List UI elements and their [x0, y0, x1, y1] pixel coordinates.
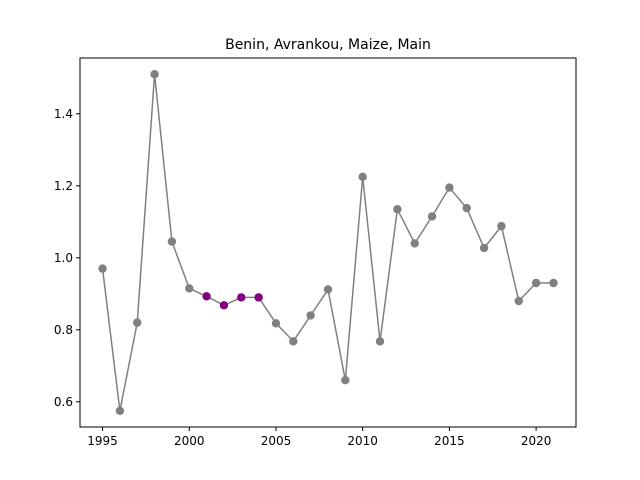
chart-title: Benin, Avrankou, Maize, Main [225, 37, 431, 53]
highlighted-data-point [254, 293, 263, 302]
data-point [514, 296, 523, 306]
data-point [479, 243, 489, 253]
data-point [323, 285, 333, 294]
x-tick-label: 2010 [347, 434, 378, 448]
data-point [271, 319, 281, 328]
y-axis: 0.6 0.8 1.0 1.2 1.4 [54, 107, 80, 409]
data-point [289, 337, 298, 346]
data-points [98, 70, 558, 415]
data-point [445, 183, 454, 192]
data-point [115, 406, 125, 415]
y-tick-label: 0.8 [54, 323, 73, 337]
data-point [150, 70, 159, 79]
y-tick-label: 1.4 [54, 107, 73, 121]
data-point [98, 264, 107, 273]
x-tick-label: 2005 [261, 434, 292, 448]
data-point [358, 172, 367, 181]
data-point [497, 221, 506, 231]
data-point [393, 205, 402, 214]
highlighted-data-point [219, 301, 229, 310]
x-tick-label: 2015 [434, 434, 465, 448]
plot-area-frame [79, 57, 577, 428]
data-point [375, 337, 385, 346]
x-tick-label: 2000 [174, 434, 205, 448]
data-point [462, 203, 471, 213]
y-tick-label: 0.6 [54, 395, 73, 409]
y-tick-label: 1.0 [54, 251, 73, 265]
data-point [133, 318, 142, 327]
data-point [531, 278, 541, 288]
data-point [427, 212, 437, 221]
x-tick-label: 2020 [521, 434, 552, 448]
data-point [549, 278, 558, 288]
highlighted-data-point [202, 292, 211, 301]
x-tick-label: 1995 [87, 434, 118, 448]
data-point [306, 311, 315, 320]
y-tick-label: 1.2 [54, 179, 73, 193]
data-point [341, 376, 350, 385]
data-point [167, 237, 177, 246]
data-point [410, 239, 419, 248]
data-point [185, 284, 194, 293]
highlighted-data-point [237, 293, 246, 302]
x-axis: 1995 2000 2005 2010 2015 2020 [87, 427, 551, 448]
